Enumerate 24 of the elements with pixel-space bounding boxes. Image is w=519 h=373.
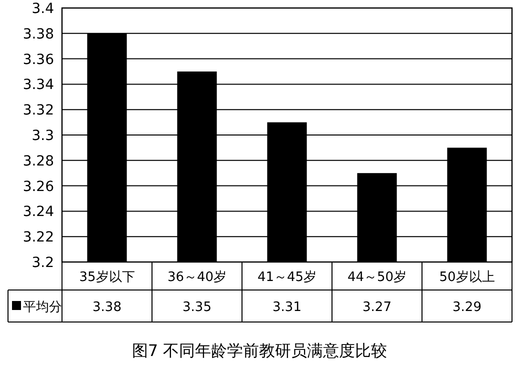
- data-label: 3.27: [362, 300, 392, 315]
- x-tick-label: 41～45岁: [257, 270, 317, 285]
- x-tick-label: 44～50岁: [347, 270, 407, 285]
- y-tick-label: 3.32: [22, 102, 54, 119]
- data-label: 3.35: [182, 300, 212, 315]
- y-tick-label: 3.4: [32, 1, 54, 17]
- y-tick-label: 3.22: [22, 230, 54, 246]
- text: 图7 不同年龄学前教研员满意度比较: [132, 341, 388, 360]
- y-tick-label: 3.24: [22, 204, 54, 220]
- y-tick-label: 3.34: [22, 77, 54, 94]
- legend: 平均分: [12, 300, 62, 315]
- y-tick-label: 3.38: [22, 26, 54, 42]
- y-tick-label: 3.2: [32, 255, 54, 271]
- y-tick-label: 3.36: [22, 52, 54, 68]
- y-tick-label: 3.26: [22, 178, 54, 195]
- data-label: 3.31: [272, 300, 302, 315]
- data-label: 3.29: [452, 300, 482, 315]
- x-tick-label: 36～40岁: [167, 270, 227, 285]
- y-tick-label: 3.3: [32, 128, 54, 144]
- legend-label: 平均分: [23, 300, 62, 315]
- x-tick-label: 35岁以下: [79, 270, 135, 285]
- y-tick-label: 3.28: [22, 153, 54, 170]
- data-label: 3.38: [92, 300, 122, 315]
- x-tick-label: 50岁以上: [439, 270, 495, 285]
